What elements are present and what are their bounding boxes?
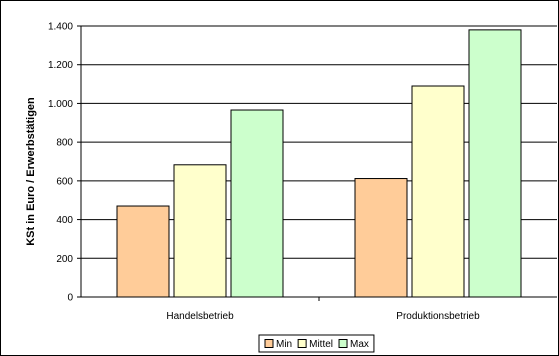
bars (116, 29, 522, 298)
bar-min-handelsbetrieb (116, 205, 170, 298)
legend-swatch-mittel (297, 339, 307, 348)
y-tick-label: 1.400 (48, 22, 73, 33)
bar-max-handelsbetrieb (230, 109, 284, 298)
bar-max-produktionsbetrieb (468, 29, 522, 298)
y-tick-label: 200 (56, 254, 73, 265)
x-tick-label: Produktionsbetrieb (396, 311, 480, 322)
legend-label-mittel: Mittel (309, 339, 333, 350)
bar-min-produktionsbetrieb (354, 178, 408, 298)
legend-swatch-min (264, 339, 274, 348)
y-tick-label: 400 (56, 215, 73, 226)
legend-label-min: Min (276, 339, 292, 350)
y-tick-label: 0 (67, 293, 73, 304)
legend: Min Mittel Max (258, 334, 375, 353)
y-tick-label: 1.200 (48, 60, 73, 71)
axes: 0 200 400 600 800 1.000 1.200 1.400 Handelsbetri… (48, 22, 557, 322)
y-tick-label: 1.000 (48, 99, 73, 110)
y-tick-label: 600 (56, 176, 73, 187)
bar-mittel-produktionsbetrieb (411, 85, 465, 298)
x-tick-label: Handelsbetrieb (166, 311, 234, 322)
legend-swatch-max (338, 339, 348, 348)
bar-mittel-handelsbetrieb (173, 164, 227, 298)
y-axis-title: KSt in Euro / Erwerbstätigen (25, 97, 37, 246)
y-tick-label: 800 (56, 138, 73, 149)
legend-label-max: Max (350, 339, 369, 350)
